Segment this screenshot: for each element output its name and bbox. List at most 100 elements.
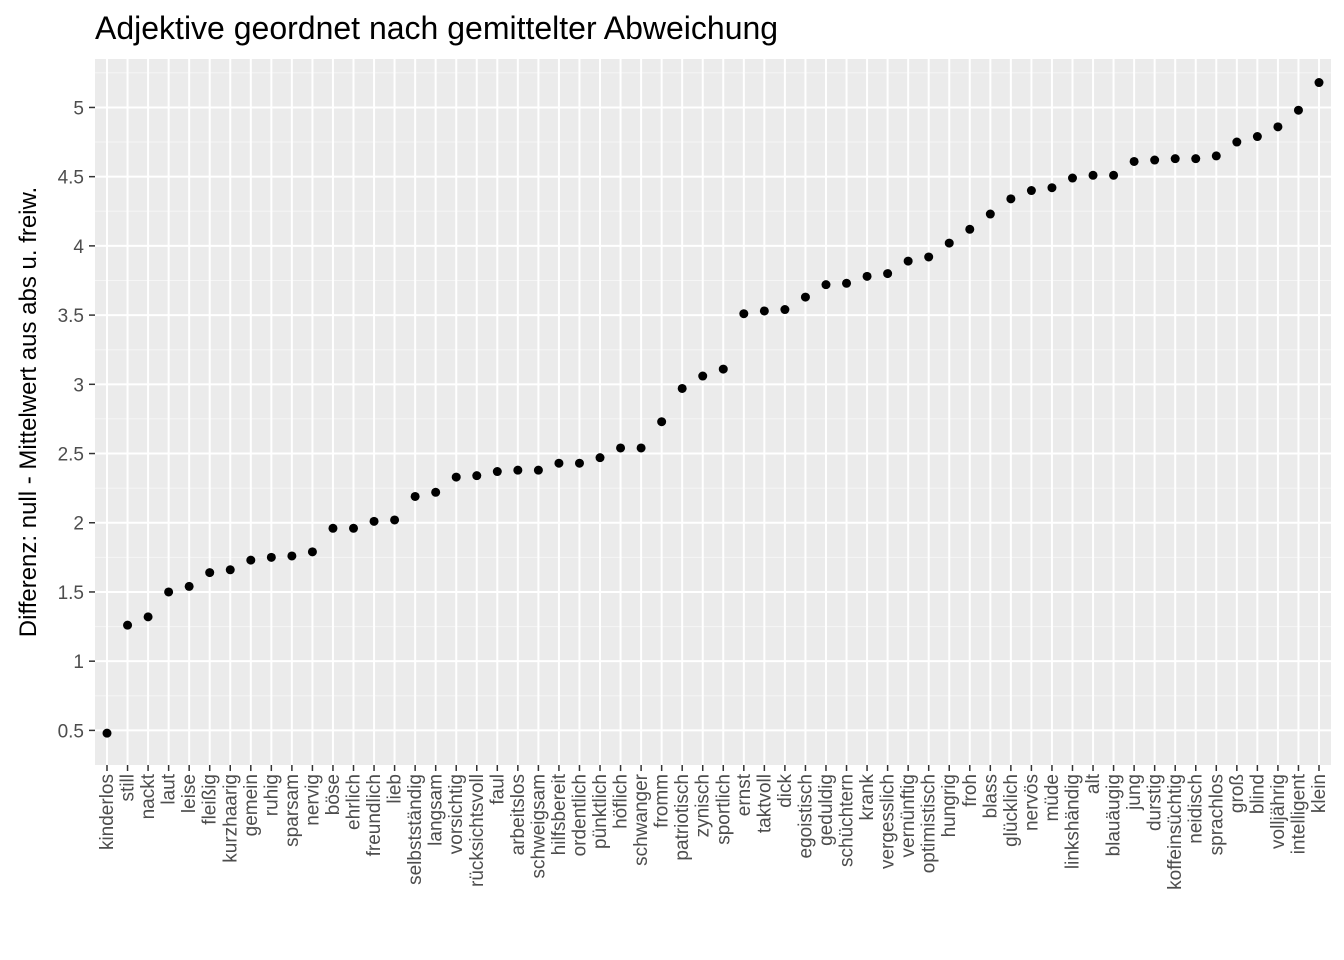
x-tick-label: langsam [426, 774, 447, 846]
data-point [965, 224, 975, 234]
x-tick-label: dick [775, 774, 796, 808]
x-tick-label: fleißig [200, 774, 221, 825]
data-point [780, 305, 790, 315]
data-point [1232, 137, 1242, 147]
data-point [533, 465, 543, 475]
y-tick-label: 3 [73, 375, 84, 396]
data-point [451, 472, 461, 482]
data-point [225, 565, 235, 575]
data-points [102, 78, 1324, 738]
data-point [1047, 183, 1057, 193]
x-tick-label: gemein [241, 774, 262, 836]
data-point [698, 371, 708, 381]
x-tick-label: alt [1083, 773, 1104, 794]
x-tick-label: optimistisch [919, 774, 940, 873]
x-tick-label: taktvoll [754, 774, 775, 833]
x-tick-label: froh [960, 774, 981, 807]
x-tick-label: linkshändig [1062, 774, 1083, 869]
x-tick-label: neidisch [1186, 774, 1207, 844]
data-point [1170, 154, 1180, 164]
x-tick-label: still [118, 774, 139, 801]
data-point [287, 551, 297, 561]
x-tick-label: zynisch [693, 774, 714, 837]
x-tick-label: schwanger [631, 773, 652, 866]
data-point [842, 278, 852, 288]
data-point [410, 491, 420, 501]
x-tick-label: hungrig [939, 774, 960, 837]
data-point [1314, 78, 1324, 88]
data-point [616, 443, 626, 453]
data-point [883, 269, 893, 279]
plot-panel [95, 59, 1331, 765]
x-tick-label: nervig [302, 774, 323, 826]
x-tick-label: kurzhaarig [220, 774, 241, 863]
x-tick-label: sprachlos [1206, 774, 1227, 855]
y-tick-label: 0.5 [58, 721, 84, 742]
x-tick-label: glücklich [1001, 774, 1022, 847]
data-point [677, 383, 687, 393]
data-point [123, 620, 133, 630]
x-tick-label: kinderlos [97, 774, 118, 850]
x-tick-label: ernst [734, 773, 755, 816]
minor-gridlines [95, 72, 1331, 697]
x-tick-label: fromm [652, 774, 673, 828]
data-point [1293, 105, 1303, 115]
x-tick-label: ordentlich [569, 774, 590, 856]
x-tick-label: leise [179, 774, 200, 813]
data-point [164, 587, 174, 597]
y-tick-label: 3.5 [58, 306, 84, 327]
data-point [369, 516, 379, 526]
chart-title: Adjektive geordnet nach gemittelter Abwe… [95, 10, 779, 46]
y-axis-title: Differenz: null - Mittelwert aus abs u. … [15, 187, 42, 637]
y-tick-label: 4 [73, 237, 84, 258]
x-tick-label: ruhig [261, 774, 282, 816]
x-tick-label: groß [1227, 774, 1248, 813]
x-tick-label: koffeinsüchtig [1165, 774, 1186, 890]
data-point [143, 612, 153, 622]
data-point [1067, 173, 1077, 183]
x-tick-label: nackt [138, 773, 159, 819]
x-tick-label: vergesslich [878, 774, 899, 869]
x-tick-label: ehrlich [344, 774, 365, 830]
data-point [636, 443, 646, 453]
x-tick-label: selbstständig [405, 774, 426, 885]
y-tick-label: 2 [73, 514, 84, 535]
data-point [184, 581, 194, 591]
x-tick-label: intelligent [1288, 773, 1309, 854]
data-point [862, 271, 872, 281]
data-point [492, 467, 502, 477]
data-point [554, 458, 564, 468]
data-point [102, 728, 112, 738]
x-tick-label: patriotisch [672, 774, 693, 861]
x-tick-label: laut [159, 773, 180, 804]
x-tick-label: müde [1042, 774, 1063, 822]
data-point [1191, 154, 1201, 164]
x-tick-label: schweigsam [528, 774, 549, 879]
x-tick-label: blass [980, 774, 1001, 818]
y-tick-label: 4.5 [58, 168, 84, 189]
x-tick-label: nervös [1021, 774, 1042, 831]
data-point [390, 515, 400, 525]
x-axis: kinderlos still nackt laut leise fleißig kurzh… [97, 765, 1330, 890]
data-point [1088, 170, 1098, 180]
data-point [205, 568, 215, 578]
x-tick-label: hilfsbereit [549, 773, 570, 855]
x-tick-label: geduldig [816, 774, 837, 846]
data-point [595, 453, 605, 463]
y-tick-label: 1.5 [58, 583, 84, 604]
data-point [328, 523, 338, 533]
data-point [1211, 151, 1221, 161]
y-tick-label: 5 [73, 98, 84, 119]
x-tick-label: blauäugig [1104, 774, 1125, 856]
data-point [657, 417, 667, 427]
x-tick-label: sportlich [713, 774, 734, 845]
x-tick-label: egoistisch [795, 774, 816, 859]
data-point [759, 306, 769, 316]
data-point [513, 465, 523, 475]
x-tick-label: jung [1124, 774, 1145, 811]
y-tick-label: 2.5 [58, 445, 84, 466]
x-tick-label: pünktlich [590, 774, 611, 849]
x-tick-label: durstig [1145, 774, 1166, 831]
data-point [266, 552, 276, 562]
